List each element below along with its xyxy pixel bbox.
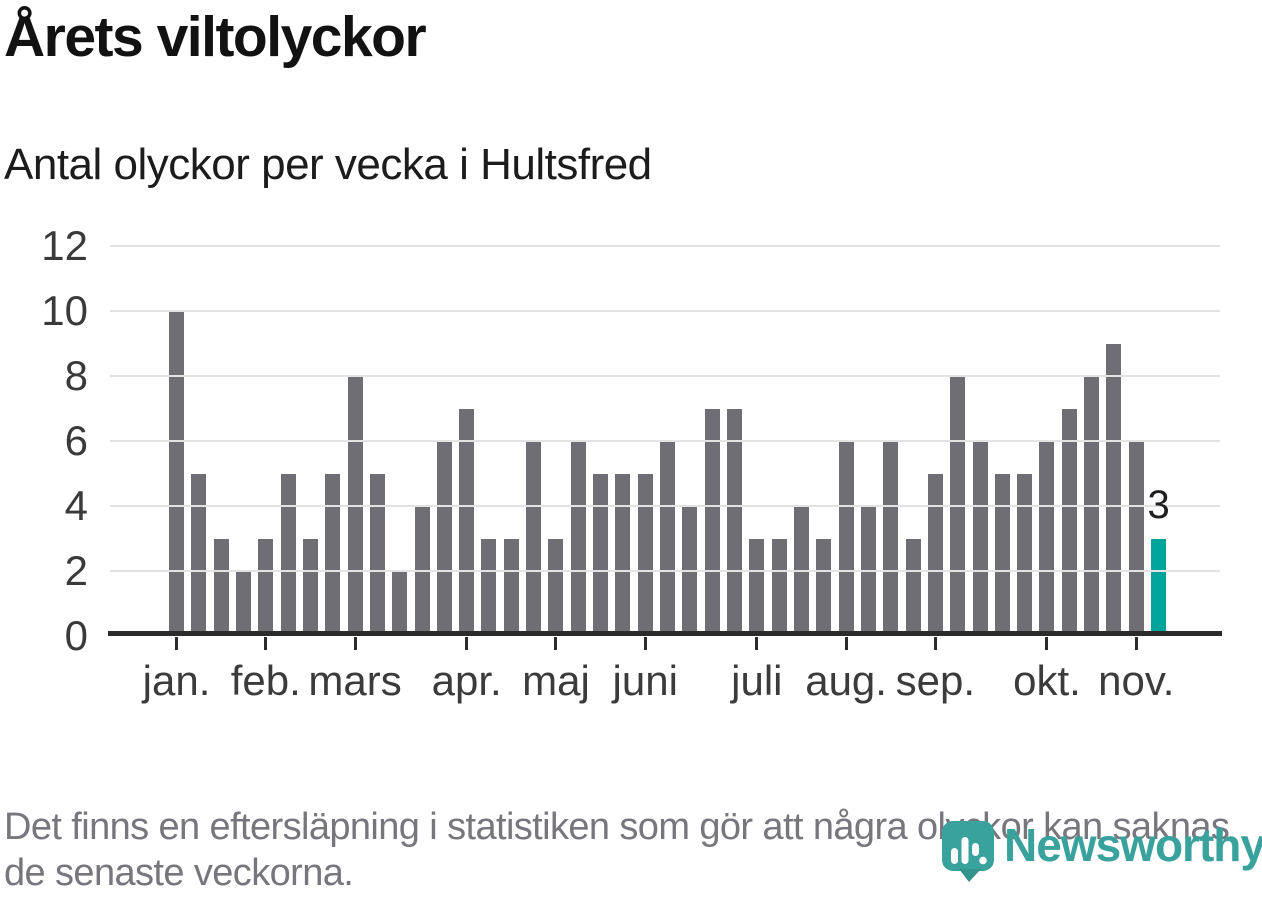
gridline-y-6 (110, 440, 1220, 442)
x-axis-label-sep: sep. (895, 657, 976, 704)
chart-subtitle: Antal olyckor per vecka i Hultsfred (4, 140, 652, 189)
x-tick-sep (933, 637, 937, 650)
x-tick-mars (353, 637, 357, 650)
bar-week-35 (927, 473, 943, 636)
bar-week-30 (816, 538, 832, 636)
bar-week-5 (258, 538, 274, 636)
bar-week-1 (169, 311, 184, 636)
y-axis-label-10: 10 (41, 287, 88, 334)
bar-week-21 (615, 473, 631, 636)
y-axis-label-0: 0 (64, 612, 88, 659)
gridline-y-10 (110, 310, 1220, 312)
bar-week-18 (548, 538, 564, 636)
bar-week-26 (727, 408, 742, 636)
last-bar-value-label: 3 (1147, 482, 1170, 527)
bar-week-38 (994, 473, 1010, 636)
bar-week-23 (660, 441, 676, 636)
bar-week-31 (838, 441, 854, 636)
bar-week-27 (749, 538, 765, 636)
bar-week-16 (503, 538, 519, 636)
x-axis-label-apr: apr. (431, 657, 502, 704)
x-axis-label-mars: mars (308, 657, 402, 704)
bar-week-39 (1017, 473, 1033, 636)
chart-footnote: Det finns en eftersläpning i statistiken… (4, 806, 1230, 895)
x-tick-juli (755, 637, 759, 650)
x-axis-line (108, 631, 1222, 636)
x-tick-apr (465, 637, 469, 650)
bar-week-28 (771, 538, 787, 636)
bar-week-7 (302, 538, 318, 636)
x-tick-feb (264, 637, 268, 650)
y-axis-label-8: 8 (64, 352, 88, 399)
x-axis-label-feb: feb. (230, 657, 301, 704)
bar-week-20 (593, 473, 609, 636)
x-axis-label-jan: jan. (142, 657, 211, 704)
bar-week-25 (704, 408, 720, 636)
chart-title: Årets viltolyckor (4, 5, 427, 69)
x-axis-label-nov: nov. (1098, 657, 1175, 704)
x-tick-juni (643, 637, 647, 650)
bar-week-34 (905, 538, 921, 636)
x-axis-label-maj: maj (522, 657, 590, 704)
bar-current-week-highlight (1151, 538, 1167, 636)
bar-week-10 (369, 473, 385, 636)
gridline-y-8 (110, 375, 1220, 377)
bar-week-4 (235, 571, 251, 636)
bar-week-15 (481, 538, 497, 636)
x-tick-jan (175, 637, 178, 650)
x-tick-nov (1134, 637, 1138, 650)
gridline-y-4 (110, 505, 1220, 507)
bar-week-6 (280, 473, 296, 636)
x-tick-aug (844, 637, 848, 650)
y-axis-label-6: 6 (64, 417, 88, 464)
chart-plot-area: 0 2 4 6 8 10 12 jan. feb. mars apr. maj juni juli aug.… (41, 222, 1222, 704)
gridline-y-12 (110, 245, 1220, 247)
y-axis-label-4: 4 (64, 482, 88, 529)
x-axis-label-juli: juli (731, 657, 783, 704)
y-axis-label-12: 12 (41, 222, 88, 269)
bar-week-17 (526, 441, 542, 636)
bar-week-19 (570, 441, 586, 636)
bar-week-37 (972, 441, 988, 636)
bar-week-2 (191, 473, 207, 636)
bar-week-43 (1106, 343, 1122, 636)
bar-week-40 (1039, 441, 1055, 636)
bar-week-13 (436, 441, 452, 636)
bar-week-22 (637, 473, 653, 636)
x-axis-label-aug: aug. (805, 657, 887, 704)
gridline-y-2 (110, 570, 1220, 572)
y-axis-label-2: 2 (64, 547, 88, 594)
bar-week-33 (883, 441, 899, 636)
bar-week-14 (459, 408, 475, 636)
bar-week-44 (1128, 441, 1144, 636)
bar-week-41 (1061, 408, 1077, 636)
bar-week-8 (325, 473, 341, 636)
bar-week-11 (392, 571, 408, 636)
x-axis-label-juni: juni (612, 657, 678, 704)
x-axis-label-okt: okt. (1013, 657, 1081, 704)
bar-week-3 (213, 538, 229, 636)
x-tick-okt (1045, 637, 1049, 650)
x-tick-maj (554, 637, 558, 650)
